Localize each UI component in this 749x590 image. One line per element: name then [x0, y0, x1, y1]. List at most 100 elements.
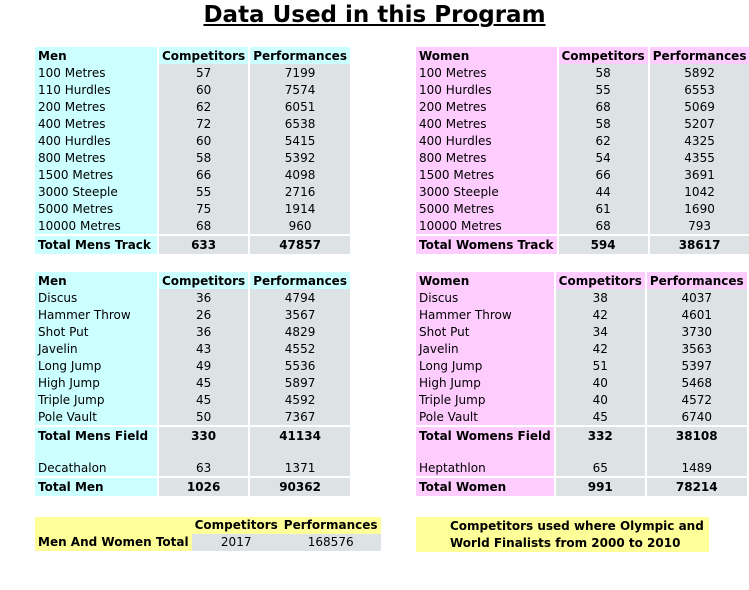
competitors-value: 58 — [557, 115, 650, 132]
event-name: Triple Jump — [416, 391, 556, 408]
event-name: 1500 Metres — [35, 166, 159, 183]
competitors-value: 50 — [158, 408, 251, 426]
table-row: Triple Jump 45 4592 — [35, 391, 350, 408]
overall-competitors-header: Competitors — [191, 517, 281, 534]
competitors-value: 68 — [158, 217, 251, 235]
grand-total-label: Total Men — [35, 476, 159, 496]
performances-value: 5397 — [645, 357, 747, 374]
performances-value: 4552 — [249, 340, 350, 357]
combined-event-name: Decathalon — [35, 459, 159, 477]
performances-value: 5392 — [249, 149, 350, 166]
total-competitors: 332 — [554, 425, 647, 445]
total-performances: 38108 — [645, 425, 747, 445]
grand-total-row: Total Women 991 78214 — [416, 476, 747, 496]
table-row: 400 Metres 72 6538 — [35, 115, 350, 132]
total-competitors: 594 — [557, 234, 650, 254]
total-performances: 41134 — [249, 425, 350, 445]
table-row: Triple Jump 40 4572 — [416, 391, 747, 408]
combined-event-name: Heptathlon — [416, 459, 556, 477]
competitors-value: 44 — [557, 183, 650, 200]
event-name: Shot Put — [35, 323, 159, 340]
event-name: Discus — [35, 289, 159, 306]
performances-value: 5207 — [648, 115, 749, 132]
competitors-value: 38 — [554, 289, 647, 306]
event-name: Discus — [416, 289, 556, 306]
competitors-value: 62 — [557, 132, 650, 149]
competitors-value: 66 — [158, 166, 251, 183]
performances-value: 6051 — [249, 98, 350, 115]
competitors-value: 45 — [554, 408, 647, 426]
total-row: Total Mens Track 633 47857 — [35, 234, 350, 254]
table-row: 400 Hurdles 62 4325 — [416, 132, 749, 149]
spacer-cell — [554, 445, 647, 459]
competitors-header: Competitors — [158, 47, 251, 64]
overall-spacer — [35, 517, 192, 534]
total-label: Total Mens Field — [35, 425, 159, 445]
overall-competitors: 2017 — [191, 534, 281, 551]
performances-value: 6553 — [648, 81, 749, 98]
table-header-row: Men Competitors Performances — [35, 47, 350, 64]
table-row: 400 Metres 58 5207 — [416, 115, 749, 132]
performances-value: 3567 — [249, 306, 350, 323]
event-name: 100 Metres — [35, 64, 159, 81]
event-name: Pole Vault — [35, 408, 159, 426]
table-row: 200 Metres 62 6051 — [35, 98, 350, 115]
table-row: Long Jump 51 5397 — [416, 357, 747, 374]
competitors-value: 42 — [554, 306, 647, 323]
competitors-value: 57 — [158, 64, 251, 81]
performances-value: 6740 — [645, 408, 747, 426]
spacer-cell — [416, 445, 556, 459]
total-row: Total Womens Field 332 38108 — [416, 425, 747, 445]
competitors-value: 45 — [158, 374, 251, 391]
table-row: Pole Vault 50 7367 — [35, 408, 350, 426]
table-row: 400 Hurdles 60 5415 — [35, 132, 350, 149]
table-row: 110 Hurdles 60 7574 — [35, 81, 350, 98]
table-row: 800 Metres 58 5392 — [35, 149, 350, 166]
performances-value: 7367 — [249, 408, 350, 426]
grand-total-row: Total Men 1026 90362 — [35, 476, 350, 496]
page-title: Data Used in this Program — [203, 2, 546, 28]
event-name: 110 Hurdles — [35, 81, 159, 98]
event-name: 400 Hurdles — [35, 132, 159, 149]
event-name: 200 Metres — [35, 98, 159, 115]
competitors-value: 68 — [557, 98, 650, 115]
performances-value: 4794 — [249, 289, 350, 306]
grand-total-performances: 90362 — [249, 476, 350, 496]
table-row: High Jump 45 5897 — [35, 374, 350, 391]
table-row: Javelin 43 4552 — [35, 340, 350, 357]
spacer-row — [416, 445, 747, 459]
competitors-value: 51 — [554, 357, 647, 374]
competitors-value: 40 — [554, 391, 647, 408]
table-header-row: Men Competitors Performances — [35, 272, 350, 289]
combined-performances: 1489 — [645, 459, 747, 477]
source-note-line-2: World Finalists from 2000 to 2010 — [450, 536, 681, 550]
competitors-value: 55 — [557, 81, 650, 98]
performances-value: 3691 — [648, 166, 749, 183]
table-header-row: Women Competitors Performances — [416, 47, 749, 64]
performances-value: 4037 — [645, 289, 747, 306]
event-name: 100 Metres — [416, 64, 559, 81]
table-row: 800 Metres 54 4355 — [416, 149, 749, 166]
event-name: 3000 Steeple — [35, 183, 159, 200]
competitors-value: 43 — [158, 340, 251, 357]
women-field-table: Women Competitors Performances Discus 38 4037… — [416, 272, 747, 496]
table-row: High Jump 40 5468 — [416, 374, 747, 391]
performances-header: Performances — [648, 47, 749, 64]
combined-event-row: Heptathlon 65 1489 — [416, 459, 747, 477]
performances-value: 3730 — [645, 323, 747, 340]
performances-value: 7574 — [249, 81, 350, 98]
event-name: 10000 Metres — [416, 217, 559, 235]
overall-performances: 168576 — [280, 534, 381, 551]
group-label: Women — [416, 272, 556, 289]
combined-event-row: Decathalon 63 1371 — [35, 459, 350, 477]
competitors-value: 55 — [158, 183, 251, 200]
combined-performances: 1371 — [249, 459, 350, 477]
competitors-header: Competitors — [557, 47, 650, 64]
event-name: Hammer Throw — [35, 306, 159, 323]
group-label: Men — [35, 47, 159, 64]
table-row: Hammer Throw 26 3567 — [35, 306, 350, 323]
total-performances: 47857 — [249, 234, 350, 254]
grand-total-label: Total Women — [416, 476, 556, 496]
performances-value: 5468 — [645, 374, 747, 391]
performances-value: 5897 — [249, 374, 350, 391]
